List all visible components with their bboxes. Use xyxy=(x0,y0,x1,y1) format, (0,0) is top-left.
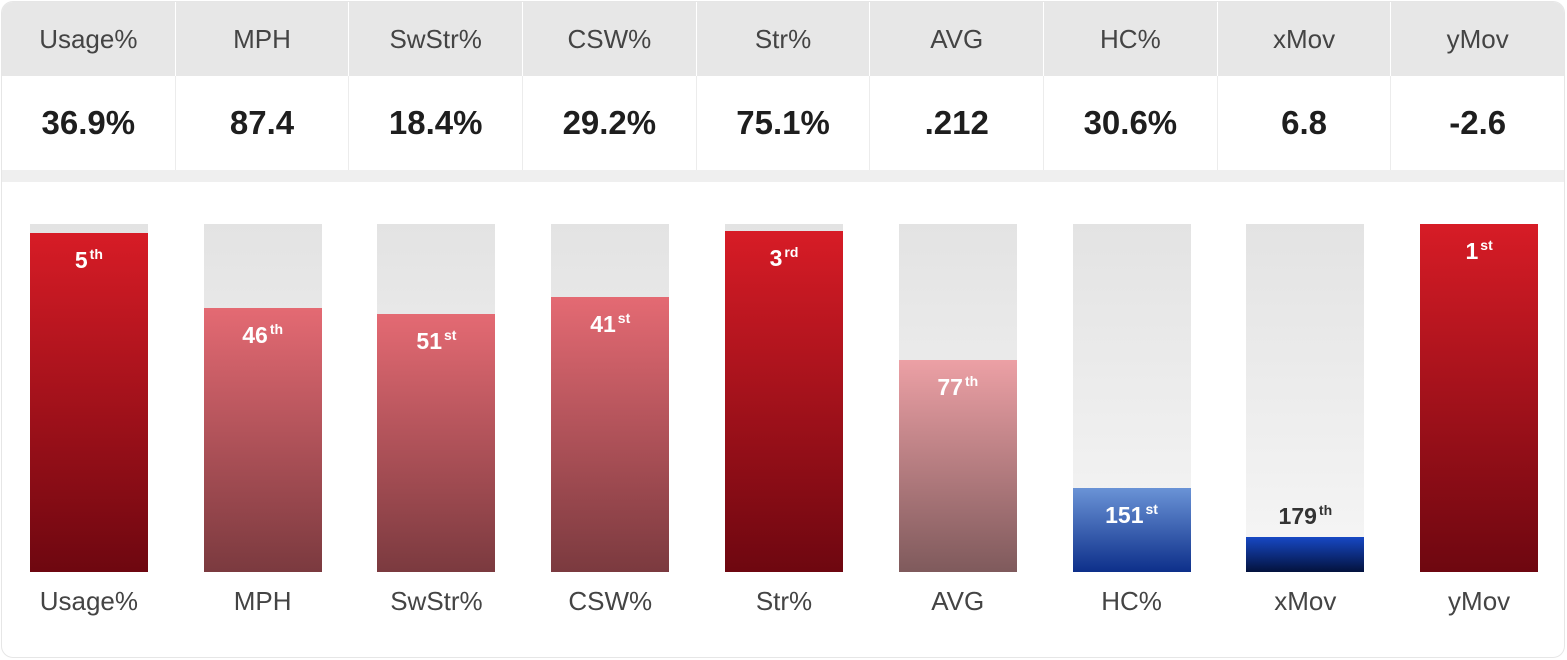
bar-fill-csw-pct xyxy=(551,297,670,572)
axis-label-avg: AVG xyxy=(931,586,985,616)
axis-label-str-pct: Str% xyxy=(755,586,813,616)
rank-suffix: th xyxy=(964,372,979,389)
rank-suffix: th xyxy=(269,320,284,337)
bar-fill-xmov xyxy=(1246,537,1365,572)
header-swstr-pct: SwStr% xyxy=(349,2,524,76)
header-str-pct: Str% xyxy=(697,2,871,76)
axis-label-ymov: yMov xyxy=(1448,586,1511,616)
axis-label-usage-pct: Usage% xyxy=(39,586,139,616)
axis-label-hc-pct: HC% xyxy=(1101,586,1162,616)
bar-fill-usage-pct xyxy=(29,232,148,572)
bar-fill-swstr-pct xyxy=(377,314,496,572)
rank-suffix: th xyxy=(1318,502,1333,519)
rank-number: 3 xyxy=(769,244,783,271)
value-str-pct: 75.1% xyxy=(697,76,871,170)
rank-number: 77 xyxy=(937,373,963,400)
value-mph: 87.4 xyxy=(176,76,350,170)
header-avg: AVG xyxy=(870,2,1045,76)
rank-suffix: th xyxy=(89,245,103,262)
header-ymov: yMov xyxy=(1446,23,1509,54)
bar-fill-mph xyxy=(203,307,322,572)
axis-label-xmov: xMov xyxy=(1274,586,1337,616)
bar-fill-avg xyxy=(898,359,1017,572)
rank-suffix: st xyxy=(1145,501,1158,518)
value-hc-pct: 30.6% xyxy=(1044,76,1218,170)
header-row: Usage% MPH SwStr% CSW% Str% AVG HC% xMov yMov xyxy=(2,2,1564,76)
value-row: 36.9% 87.4 18.4% 29.2% 75.1% .212 30.6% 6.8 -2.6 xyxy=(2,76,1564,170)
rank-number: 151 xyxy=(1105,502,1144,529)
rank-number: 1 xyxy=(1465,238,1479,264)
value-usage-pct: 36.9% xyxy=(2,76,176,170)
divider xyxy=(2,170,1564,182)
rank-suffix: rd xyxy=(784,243,799,260)
rank-number: 5 xyxy=(74,246,88,273)
value-ymov: -2.6 xyxy=(1449,104,1507,141)
rank-number: 41 xyxy=(590,311,616,338)
axis-label-csw-pct: CSW% xyxy=(568,586,653,616)
value-swstr-pct: 18.4% xyxy=(349,76,524,170)
value-avg: .212 xyxy=(870,76,1045,170)
header-xmov: xMov xyxy=(1218,2,1392,76)
value-csw-pct: 29.2% xyxy=(523,76,697,170)
rank-number: 46 xyxy=(242,321,268,348)
axis-label-mph: MPH xyxy=(233,586,292,616)
bar-track-xmov xyxy=(1246,224,1365,572)
bar-fill-ymov xyxy=(1420,224,1539,572)
bar-fill-str-pct xyxy=(725,230,843,572)
rank-suffix: st xyxy=(1480,237,1493,253)
axis-label-swstr-pct: SwStr% xyxy=(390,586,483,616)
rank-number: 51 xyxy=(416,328,442,355)
rank-suffix: st xyxy=(617,310,631,327)
value-xmov: 6.8 xyxy=(1218,76,1392,170)
rank-number: 179 xyxy=(1278,503,1317,530)
header-usage-pct: Usage% xyxy=(2,2,176,76)
header-csw-pct: CSW% xyxy=(523,2,697,76)
header-mph: MPH xyxy=(176,2,350,76)
rank-suffix: st xyxy=(444,327,457,344)
header-hc-pct: HC% xyxy=(1044,2,1218,76)
bar-fill-hc-pct xyxy=(1072,488,1191,572)
